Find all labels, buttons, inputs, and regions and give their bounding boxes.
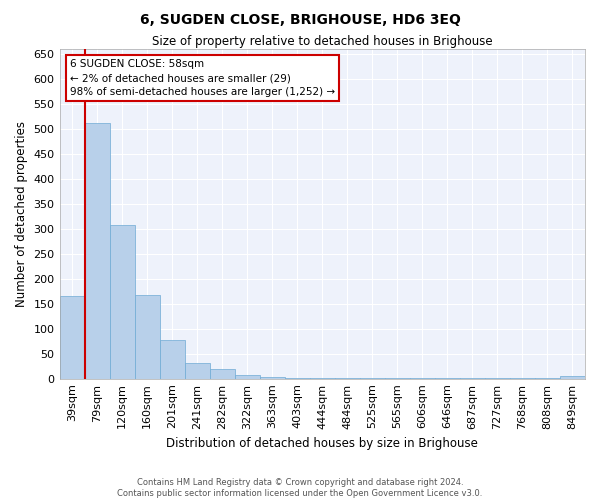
Bar (160, 340, 185, 378)
Bar (560, 376, 585, 378)
Bar (235, 374, 260, 378)
Text: Contains HM Land Registry data © Crown copyright and database right 2024.
Contai: Contains HM Land Registry data © Crown c… (118, 478, 482, 498)
Title: Size of property relative to detached houses in Brighouse: Size of property relative to detached ho… (152, 35, 493, 48)
Bar (134, 295, 160, 378)
Bar (260, 376, 285, 378)
Bar (110, 226, 134, 378)
Text: 6, SUGDEN CLOSE, BRIGHOUSE, HD6 3EQ: 6, SUGDEN CLOSE, BRIGHOUSE, HD6 3EQ (140, 12, 460, 26)
Text: 6 SUGDEN CLOSE: 58sqm
← 2% of detached houses are smaller (29)
98% of semi-detac: 6 SUGDEN CLOSE: 58sqm ← 2% of detached h… (70, 59, 335, 97)
Bar (209, 368, 235, 378)
X-axis label: Distribution of detached houses by size in Brighouse: Distribution of detached houses by size … (166, 437, 478, 450)
Y-axis label: Number of detached properties: Number of detached properties (15, 121, 28, 307)
Bar (185, 362, 209, 378)
Bar (59, 296, 85, 378)
Bar (85, 122, 110, 378)
